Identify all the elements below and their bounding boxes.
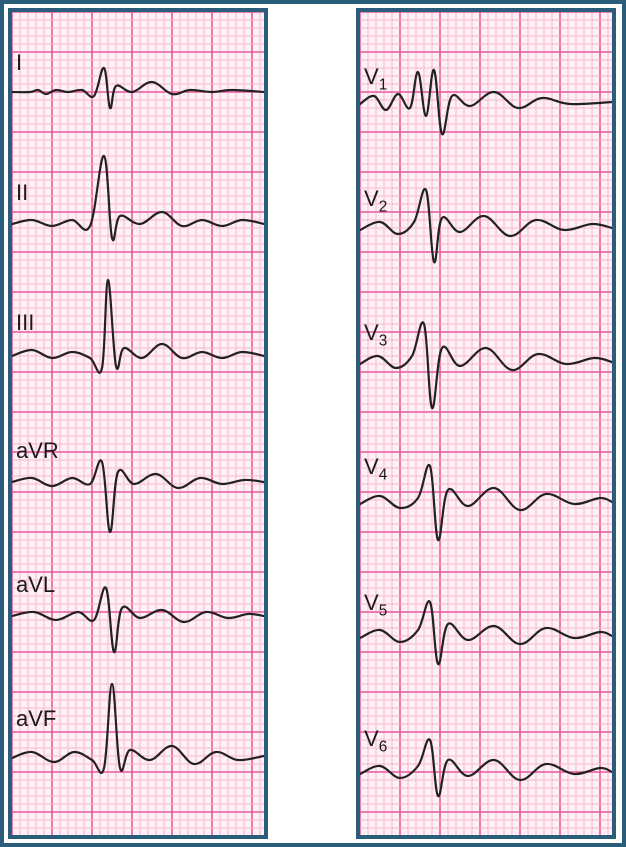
lead-V3-label: V3: [364, 322, 387, 349]
limb-leads: IIIIIIaVRaVLaVF: [12, 12, 264, 835]
lead-I-label: I: [16, 52, 22, 74]
lead-V6-label: V6: [364, 728, 387, 755]
lead-aVF-label: aVF: [16, 708, 56, 730]
lead-III-label: III: [16, 312, 34, 334]
lead-aVL-label: aVL: [16, 574, 55, 596]
precordial-leads: V1 V2 V3 V4 V5 V6: [360, 12, 612, 835]
lead-V4-label: V4: [364, 456, 387, 483]
lead-V2-label: V2: [364, 188, 387, 215]
lead-II-label: II: [16, 182, 28, 204]
lead-aVR-label: aVR: [16, 440, 59, 462]
lead-V1-label: V1: [364, 66, 387, 93]
lead-V5-label: V5: [364, 592, 387, 619]
